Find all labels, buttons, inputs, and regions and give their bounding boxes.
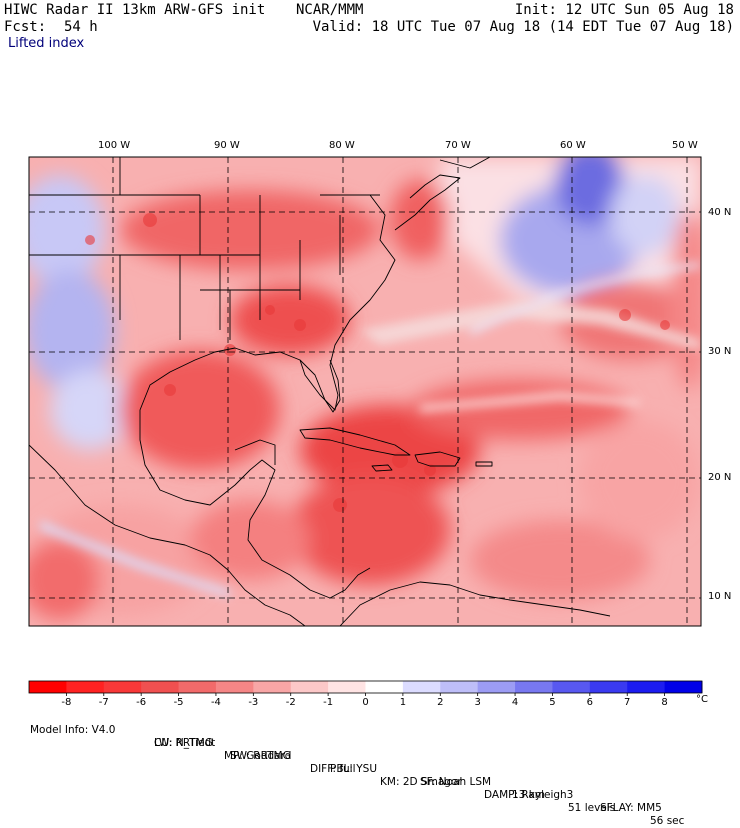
colorbar-swatch — [178, 681, 217, 693]
lon-label-70w: 70 W — [445, 140, 471, 151]
coastlines — [29, 157, 611, 626]
model-info-step: 56 sec — [650, 815, 685, 827]
map-frame — [28, 156, 702, 627]
lat-label-40n: 40 N — [708, 207, 732, 218]
fcst-value: 54 h — [64, 19, 98, 35]
colorbar-swatch — [215, 681, 254, 693]
colorbar-tick-label: 0 — [362, 697, 368, 708]
colorbar-swatch — [402, 681, 441, 693]
colorbar-tick-label: 7 — [624, 697, 630, 708]
colorbar-swatch — [627, 681, 666, 693]
model-info-sflay: SFLAY: MM5 — [600, 802, 662, 814]
colorbar-swatch — [253, 681, 292, 693]
colorbar-tick-label: -5 — [174, 697, 184, 708]
map-canvas: -8 -7 -6 -5 -4 -3 -2 -1 0 1 2 3 4 5 6 7 8 — [28, 156, 703, 708]
colorbar-unit: °C — [696, 694, 708, 705]
colorbar-tick-label: 3 — [474, 697, 480, 708]
colorbar-swatch — [552, 681, 591, 693]
colorbar-tick-label: -1 — [323, 697, 333, 708]
lon-label-90w: 90 W — [214, 140, 240, 151]
colorbar-tick-label: 2 — [437, 697, 443, 708]
colorbar-swatch — [664, 681, 703, 693]
colorbar-swatch — [141, 681, 180, 693]
colorbar-tick-label: 8 — [661, 697, 667, 708]
colorbar-tick-label: 1 — [400, 697, 406, 708]
chart-title: HIWC Radar II 13km ARW-GFS init — [4, 2, 266, 18]
model-info-diff: DIFF: full — [310, 763, 356, 775]
field-name: Lifted index — [8, 36, 85, 51]
model-info-version: Model Info: V4.0 — [30, 724, 116, 736]
colorbar-swatch — [589, 681, 628, 693]
colorbar: -8 -7 -6 -5 -4 -3 -2 -1 0 1 2 3 4 5 6 7 8 — [28, 680, 703, 708]
init-time: Init: 12 UTC Sun 05 Aug 18 — [514, 2, 734, 18]
colorbar-swatch — [290, 681, 329, 693]
colorbar-swatch — [477, 681, 516, 693]
fcst-label: Fcst: — [4, 19, 47, 35]
colorbar-tick-label: 6 — [587, 697, 593, 708]
model-info-line2: LW: RRTMG SW: RRTMG DIFF: full KM: 2D Sm… — [30, 724, 740, 815]
lon-label-60w: 60 W — [560, 140, 586, 151]
colorbar-tick-label: 5 — [549, 697, 555, 708]
model-info-sw: SW: RRTMG — [230, 750, 291, 762]
model-info-lw: LW: RRTMG — [154, 737, 213, 749]
colorbar-tick-label: 4 — [512, 697, 518, 708]
colorbar-tick-label: -7 — [99, 697, 109, 708]
lat-label-20n: 20 N — [708, 472, 732, 483]
lat-label-30n: 30 N — [708, 346, 732, 357]
org-label: NCAR/MMM — [296, 2, 364, 18]
model-info-km: KM: 2D Smagor — [380, 776, 462, 788]
colorbar-swatch — [66, 681, 105, 693]
colorbar-swatch — [515, 681, 553, 693]
lon-label-50w: 50 W — [672, 140, 698, 151]
graticule — [29, 157, 701, 626]
colorbar-tick-label: -4 — [211, 697, 221, 708]
colorbar-tick-label: -2 — [286, 697, 296, 708]
colorbar-swatch — [440, 681, 479, 693]
model-info-damp: DAMP: Rayleigh3 — [484, 789, 574, 801]
valid-time: Valid: 18 UTC Tue 07 Aug 18 (14 EDT Tue … — [312, 19, 734, 35]
colorbar-swatch — [365, 681, 404, 693]
colorbar-tick-label: -3 — [248, 697, 258, 708]
colorbar-tick-label: -6 — [136, 697, 146, 708]
lifted-index-field — [29, 157, 701, 626]
colorbar-swatch — [328, 681, 366, 693]
colorbar-swatch — [29, 681, 67, 693]
lat-label-10n: 10 N — [708, 591, 732, 602]
lon-label-80w: 80 W — [329, 140, 355, 151]
lon-label-100w: 100 W — [98, 140, 131, 151]
colorbar-tick-label: -8 — [61, 697, 71, 708]
colorbar-swatch — [103, 681, 142, 693]
